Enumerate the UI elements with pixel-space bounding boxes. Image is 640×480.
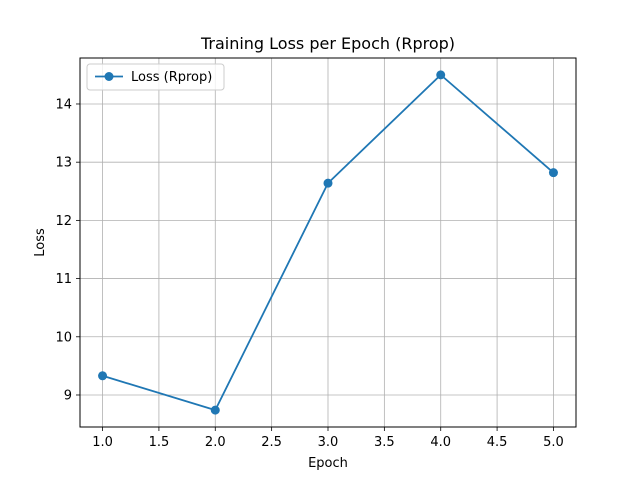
- legend-label: Loss (Rprop): [131, 70, 212, 85]
- x-tick-label: 4.5: [487, 435, 508, 450]
- legend-marker-swatch: [104, 72, 114, 81]
- legend-box: [86, 63, 225, 91]
- y-tick-label: 9: [64, 388, 72, 403]
- x-tick-label: 3.5: [374, 435, 395, 450]
- x-tick-label: 1.0: [92, 435, 113, 450]
- x-tick-label: 1.5: [149, 435, 170, 450]
- data-point: [436, 70, 446, 80]
- x-tick-label: 5.0: [543, 435, 564, 450]
- chart-title: Training Loss per Epoch (Rprop): [200, 34, 455, 53]
- x-tick-label: 2.0: [205, 435, 226, 450]
- data-point: [548, 168, 558, 178]
- y-axis-label: Loss: [33, 228, 48, 257]
- x-axis-label: Epoch: [308, 456, 348, 471]
- y-tick-label: 14: [55, 97, 72, 112]
- y-tick-label: 13: [55, 156, 72, 171]
- x-tick-label: 4.0: [430, 435, 451, 450]
- y-tick-label: 10: [55, 330, 72, 345]
- x-tick-label: 2.5: [261, 435, 282, 450]
- data-point: [98, 371, 108, 381]
- grid: [80, 58, 576, 427]
- y-tick-label: 12: [55, 214, 72, 229]
- legend: Loss (Rprop): [86, 63, 225, 91]
- data-point: [210, 405, 220, 415]
- data-point: [323, 178, 333, 188]
- axis-ticks: 1.0 1.5 2.0 2.5 3.0 3.5 4.0 4.5 5.0 9 10 11 12 13 14: [55, 97, 563, 450]
- series-layer: [98, 70, 558, 415]
- y-tick-label: 11: [55, 272, 72, 287]
- x-tick-label: 3.0: [318, 435, 339, 450]
